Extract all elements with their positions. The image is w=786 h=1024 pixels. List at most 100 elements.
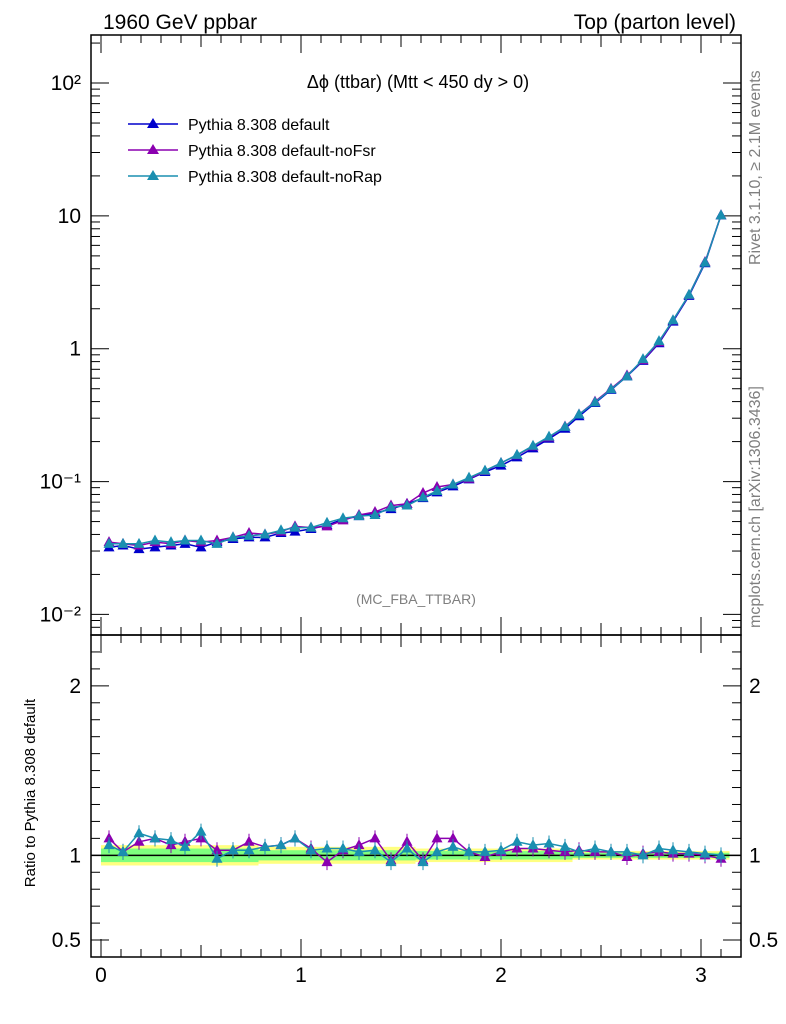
ratio-point-noRap: [117, 845, 129, 856]
ratio-point-noFsr: [243, 835, 255, 846]
ratio-point-noRap: [259, 840, 271, 851]
ratio-point-noRap: [179, 840, 191, 851]
data-point-noRap: [527, 439, 539, 450]
ratio-series-group: [103, 823, 727, 871]
ratio-point-noRap: [289, 832, 301, 843]
y-tick-label: 10⁻¹: [40, 471, 81, 494]
data-point-noRap: [715, 209, 727, 220]
data-point-noRap: [103, 537, 115, 548]
data-point-default: [149, 541, 161, 552]
header-left: 1960 GeV ppbar: [103, 11, 257, 34]
data-point-noRap: [133, 537, 145, 548]
ratio-point-noRap: [559, 840, 571, 851]
ratio-point-noFsr: [369, 832, 381, 843]
ratio-point-noFsr: [431, 832, 443, 843]
ratio-point-noRap: [431, 845, 443, 856]
data-point-noRap: [621, 370, 633, 381]
ratio-point-noRap: [637, 849, 649, 860]
data-point-noRap: [543, 430, 555, 441]
ratio-point-noRap: [589, 842, 601, 853]
legend-marker-nofsr: [147, 144, 159, 154]
data-point-noRap: [495, 456, 507, 467]
data-point-noRap: [321, 516, 333, 527]
data-point-noRap: [447, 478, 459, 489]
data-point-noRap: [605, 383, 617, 394]
data-point-noRap: [699, 256, 711, 267]
data-point-noRap: [463, 471, 475, 482]
ratio-y-axis-label: Ratio to Pythia 8.308 default: [22, 698, 39, 887]
analysis-tag: (MC_FBA_TTBAR): [356, 591, 476, 607]
ratio-point-noRap: [305, 844, 317, 855]
data-point-noRap: [337, 512, 349, 523]
ratio-point-noRap: [103, 839, 115, 850]
data-point-noRap: [211, 537, 223, 548]
data-point-noRap: [511, 448, 523, 459]
legend-marker-default: [147, 118, 159, 128]
ratio-point-noRap: [605, 845, 617, 856]
ratio-point-noRap: [227, 844, 239, 855]
y-tick-label: 1: [69, 338, 81, 361]
data-point-noRap: [431, 484, 443, 495]
ratio-axis-ticks: 0 1 2 3 0.5 0.5 1 1 2 2: [52, 635, 778, 987]
main-axis-ticks: 10⁻² 10⁻¹ 1 10 10²: [40, 35, 742, 636]
series-line-noFsr: [108, 215, 722, 547]
data-point-noRap: [165, 536, 177, 547]
ratio-point-noRap: [463, 845, 475, 856]
ratio-point-noRap: [683, 845, 695, 856]
ratio-point-noRap: [337, 842, 349, 853]
ratio-point-noRap: [385, 856, 397, 867]
data-point-noRap: [653, 335, 665, 346]
data-point-noRap: [259, 528, 271, 539]
y-tick-label: 10⁻²: [40, 603, 81, 626]
series-line-noRap: [109, 215, 722, 545]
ratio-point-noRap: [447, 840, 459, 851]
ratio-panel-frame: [90, 634, 742, 958]
ratio-point-noRap: [195, 825, 207, 836]
legend-marker-norap: [147, 170, 159, 180]
data-point-noRap: [227, 531, 239, 542]
ratio-point-noRap: [369, 844, 381, 855]
data-point-noRap: [479, 464, 491, 475]
data-point-noRap: [149, 534, 161, 545]
x-tick-label: 1: [295, 964, 307, 987]
ratio-point-noRap: [211, 852, 223, 863]
x-tick-label: 3: [695, 964, 707, 987]
ratio-y-tick-label-right: 0.5: [749, 929, 778, 952]
ratio-line-noRap: [108, 830, 722, 864]
ratio-y-tick-label-left: 1: [69, 844, 81, 867]
ratio-point-noRap: [479, 845, 491, 856]
data-point-noRap: [305, 521, 317, 532]
ratio-point-noFsr: [321, 856, 333, 867]
ratio-point-noRap: [715, 849, 727, 860]
ratio-point-noRap: [511, 835, 523, 846]
ratio-point-noRap: [275, 839, 287, 850]
rivet-label: Rivet 3.1.10, ≥ 2.1M events: [747, 70, 764, 265]
ratio-point-noRap: [621, 845, 633, 856]
data-point-noRap: [195, 534, 207, 545]
y-tick-label: 10²: [51, 72, 81, 95]
data-point-noRap: [385, 501, 397, 512]
ratio-point-noRap: [243, 844, 255, 855]
ratio-point-noRap: [417, 856, 429, 867]
legend-label-default: Pythia 8.308 default: [188, 117, 330, 134]
ratio-point-noRap: [133, 827, 145, 838]
ratio-point-noRap: [527, 839, 539, 850]
ratio-point-noRap: [667, 844, 679, 855]
x-tick-label: 0: [95, 964, 107, 987]
ratio-y-tick-label-right: 2: [749, 675, 761, 698]
ratio-point-noRap: [353, 845, 365, 856]
ratio-point-noRap: [699, 847, 711, 858]
header-right: Top (parton level): [574, 11, 736, 34]
chart-title: Δϕ (ttbar) (Mtt < 450 dy > 0): [307, 72, 529, 92]
legend-label-norap: Pythia 8.308 default-noRap: [188, 169, 382, 186]
data-point-noRap: [117, 537, 129, 548]
ratio-y-tick-label-right: 1: [749, 844, 761, 867]
data-point-noRap: [401, 499, 413, 510]
data-point-noRap: [683, 288, 695, 299]
data-point-noRap: [179, 534, 191, 545]
ratio-point-noRap: [321, 842, 333, 853]
ratio-point-noRap: [495, 844, 507, 855]
data-point-noRap: [589, 396, 601, 407]
main-series-group: [103, 209, 727, 554]
